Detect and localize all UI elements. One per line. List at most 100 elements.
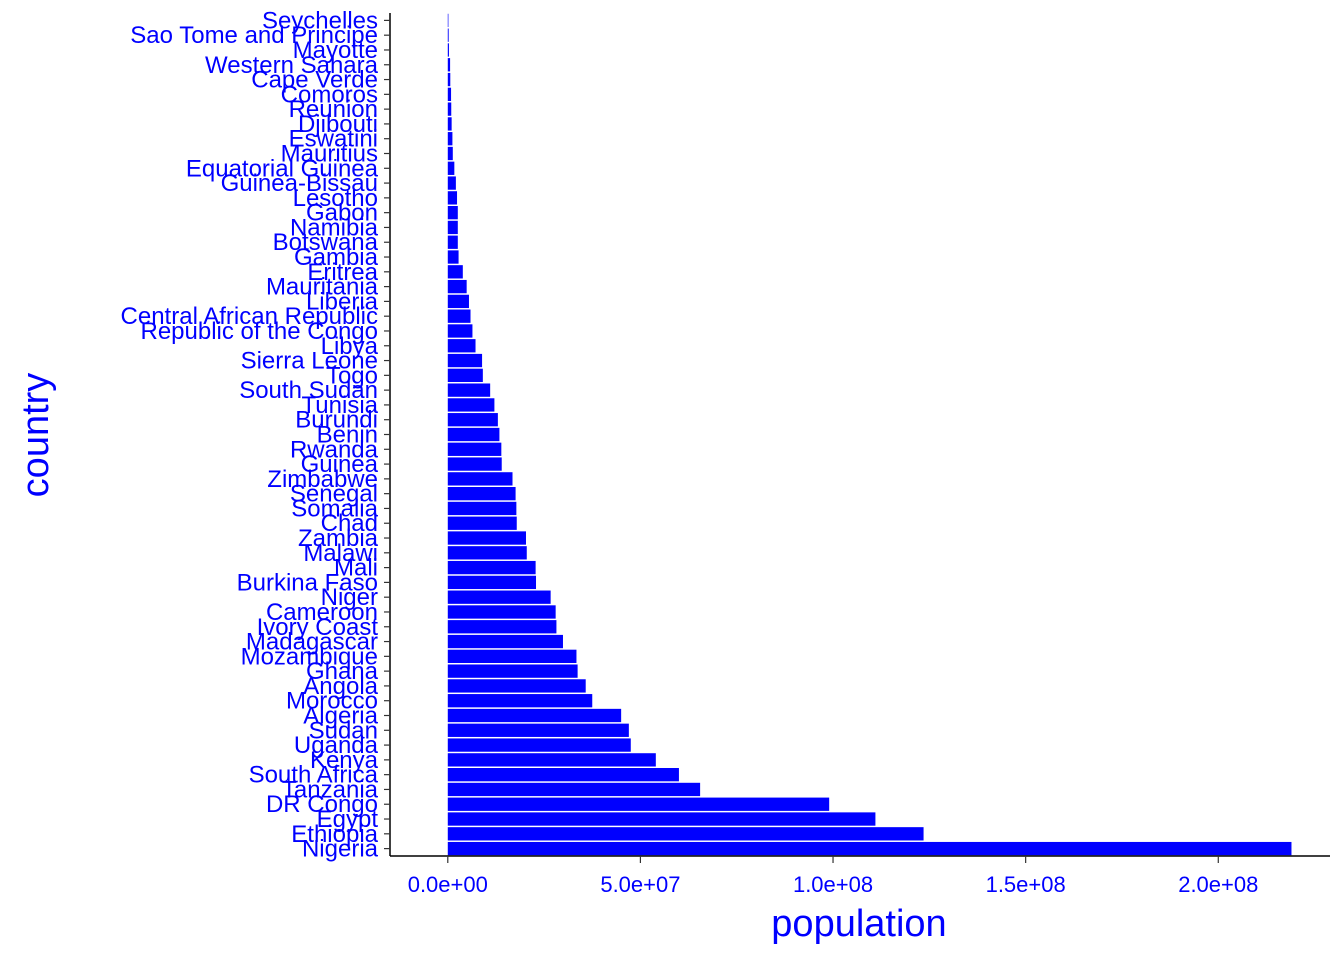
y-tick-label-ethiopia: Ethiopia xyxy=(291,821,378,848)
bar-lesotho xyxy=(447,191,458,205)
bar-kenya xyxy=(447,753,656,767)
y-tick-label-uganda: Uganda xyxy=(294,732,379,759)
bar-mauritius xyxy=(447,146,453,161)
bar-mayotte xyxy=(447,43,449,57)
y-tick-label-burundi: Burundi xyxy=(295,407,378,434)
y-tick-label-mozambique: Mozambique xyxy=(241,643,378,670)
y-tick-label-egypt: Egypt xyxy=(317,806,379,833)
bar-burundi xyxy=(447,413,498,427)
y-tick-label-seychelles: Seychelles xyxy=(262,7,378,34)
bar-nigeria xyxy=(447,841,1292,856)
bar-dr-congo xyxy=(447,797,830,811)
y-tick-label-central-african-republic: Central African Republic xyxy=(121,303,378,330)
bar-guinea-bissau xyxy=(447,176,456,190)
bar-western-sahara xyxy=(447,58,451,72)
y-tick-label-south-sudan: South Sudan xyxy=(239,377,378,404)
bars-group xyxy=(447,13,1292,856)
y-tick-label-cameroon: Cameroon xyxy=(266,599,378,626)
y-tick-label-nigeria: Nigeria xyxy=(302,836,379,863)
x-tick-label-1: 5.0e+07 xyxy=(600,872,680,897)
bar-ghana xyxy=(447,664,578,678)
y-tick-label-burkina-faso: Burkina Faso xyxy=(237,569,378,596)
y-tick-label-gabon: Gabon xyxy=(306,200,378,227)
y-tick-label-mayotte: Mayotte xyxy=(293,37,378,64)
y-tick-label-tunisia: Tunisia xyxy=(302,392,379,419)
y-tick-label-equatorial-guinea: Equatorial Guinea xyxy=(186,155,379,182)
bar-cape-verde xyxy=(447,72,451,87)
y-tick-label-lesotho: Lesotho xyxy=(293,185,378,212)
y-tick-label-reunion: Reunion xyxy=(289,96,378,123)
y-tick-label-senegal: Senegal xyxy=(290,481,378,508)
y-tick-label-ghana: Ghana xyxy=(306,658,379,685)
y-tick-label-ivory-coast: Ivory Coast xyxy=(257,614,379,641)
y-tick-label-western-sahara: Western Sahara xyxy=(205,52,379,79)
y-tick-label-benin: Benin xyxy=(317,422,378,449)
bar-togo xyxy=(447,368,483,382)
bar-madagascar xyxy=(447,634,563,649)
y-tick-label-guinea: Guinea xyxy=(301,451,379,478)
bar-malawi xyxy=(447,546,527,560)
bar-mali xyxy=(447,560,536,575)
y-tick-label-angola: Angola xyxy=(303,673,378,700)
bar-chad xyxy=(447,516,517,530)
y-tick-label-botswana: Botswana xyxy=(273,229,379,256)
y-tick-label-sierra-leone: Sierra Leone xyxy=(241,348,378,375)
y-tick-label-chad: Chad xyxy=(321,510,378,537)
bar-ivory-coast xyxy=(447,620,557,634)
bar-sao-tome-and-principe xyxy=(447,28,449,42)
y-tick-label-tanzania: Tanzania xyxy=(282,776,379,803)
y-tick-label-morocco: Morocco xyxy=(286,688,378,715)
bar-central-african-republic xyxy=(447,309,471,323)
y-tick-label-mauritius: Mauritius xyxy=(281,141,378,168)
y-tick-label-rwanda: Rwanda xyxy=(290,436,379,463)
bar-seychelles xyxy=(447,13,449,28)
bar-comoros xyxy=(447,87,452,101)
y-axis-title: country xyxy=(15,373,57,498)
y-tick-label-gambia: Gambia xyxy=(294,244,379,271)
bar-botswana xyxy=(447,235,458,249)
bar-reunion xyxy=(447,102,452,116)
y-tick-label-eswatini: Eswatini xyxy=(289,126,378,153)
bar-niger xyxy=(447,590,551,604)
bar-eswatini xyxy=(447,132,453,146)
bar-ethiopia xyxy=(447,827,924,841)
x-tick-label-0: 0.0e+00 xyxy=(408,872,488,897)
bar-benin xyxy=(447,427,500,442)
y-tick-label-djibouti: Djibouti xyxy=(298,111,378,138)
x-tick-label-4: 2.0e+08 xyxy=(1178,872,1258,897)
x-axis: 0.0e+00 5.0e+07 1.0e+08 1.5e+08 2.0e+08 xyxy=(390,855,1330,897)
bar-tunisia xyxy=(447,398,495,412)
y-tick-label-republic-of-the-congo: Republic of the Congo xyxy=(141,318,379,345)
bar-angola xyxy=(447,679,586,693)
x-axis-title: population xyxy=(771,903,946,945)
bar-republic-of-the-congo xyxy=(447,324,473,338)
y-tick-label-mauritania: Mauritania xyxy=(266,274,379,301)
bar-eritrea xyxy=(447,265,463,279)
bar-south-sudan xyxy=(447,383,491,397)
y-tick-label-kenya: Kenya xyxy=(310,747,379,774)
bar-zambia xyxy=(447,531,526,545)
bar-rwanda xyxy=(447,442,502,456)
bar-cameroon xyxy=(447,605,556,619)
y-tick-label-sao-tome-and-principe: Sao Tome and Principe xyxy=(130,22,378,49)
bar-equatorial-guinea xyxy=(447,161,455,175)
bar-sierra-leone xyxy=(447,353,483,368)
bar-algeria xyxy=(447,708,622,723)
x-tick-label-2: 1.0e+08 xyxy=(793,872,873,897)
bar-morocco xyxy=(447,694,593,708)
bar-uganda xyxy=(447,738,631,752)
y-tick-label-libya: Libya xyxy=(321,333,379,360)
y-tick-label-zambia: Zambia xyxy=(298,525,379,552)
y-tick-label-niger: Niger xyxy=(321,584,378,611)
y-tick-label-malawi: Malawi xyxy=(303,540,378,567)
y-tick-label-guinea-bissau: Guinea-Bissau xyxy=(221,170,378,197)
y-tick-label-zimbabwe: Zimbabwe xyxy=(267,466,378,493)
y-tick-label-sudan: Sudan xyxy=(309,717,378,744)
bar-djibouti xyxy=(447,117,452,131)
bar-tanzania xyxy=(447,782,701,797)
y-tick-label-comoros: Comoros xyxy=(281,81,378,108)
bar-mauritania xyxy=(447,279,467,294)
bar-liberia xyxy=(447,294,469,309)
